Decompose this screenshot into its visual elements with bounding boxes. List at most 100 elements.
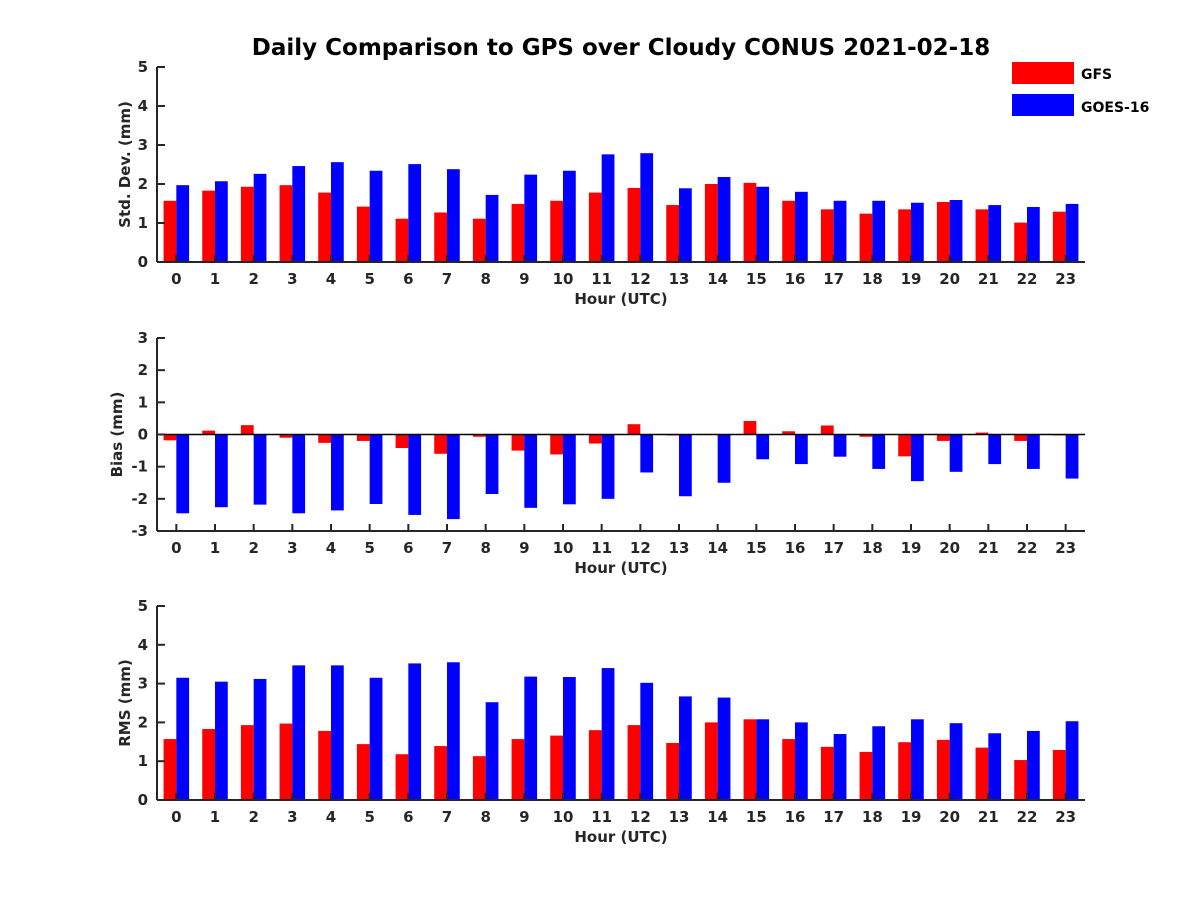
std-dev-x-tick-label: 4 [326, 270, 336, 288]
bias-bar-goes16-0 [176, 434, 190, 514]
bias-bar-gfs-0 [163, 434, 177, 441]
std-dev-bar-gfs-20 [936, 201, 950, 262]
bias-y-tick-label: -2 [131, 490, 148, 508]
bias-bar-gfs-5 [356, 434, 370, 441]
rms-bar-gfs-23 [1052, 749, 1066, 800]
std-dev-x-tick-label: 3 [287, 270, 297, 288]
bias-x-tick-label: 10 [553, 539, 574, 557]
rms-bar-goes16-0 [176, 677, 190, 800]
std-dev-bar-goes16-6 [408, 164, 422, 262]
rms-x-tick-label: 10 [553, 808, 574, 826]
bias-x-tick-label: 23 [1055, 539, 1076, 557]
std-dev-bar-goes16-11 [601, 154, 615, 262]
std-dev-x-tick-label: 19 [901, 270, 922, 288]
bias-bar-goes16-8 [485, 434, 499, 495]
std-dev-x-tick-label: 5 [364, 270, 374, 288]
std-dev-bar-goes16-21 [988, 205, 1002, 262]
rms-bar-goes16-13 [679, 696, 692, 800]
std-dev-bar-goes16-2 [253, 173, 267, 262]
std-dev-bar-gfs-19 [898, 209, 911, 262]
rms-x-tick-label: 8 [480, 808, 490, 826]
rms-x-tick-label: 3 [287, 808, 297, 826]
std-dev-x-tick-label: 0 [171, 270, 181, 288]
bias-bar-gfs-4 [318, 434, 331, 443]
std-dev-bar-gfs-22 [1014, 222, 1027, 262]
rms-x-tick-label: 16 [785, 808, 806, 826]
rms-bar-gfs-3 [279, 723, 293, 800]
rms-bar-gfs-0 [163, 739, 177, 800]
bias-x-tick-label: 1 [210, 539, 220, 557]
bias-bar-goes16-13 [679, 434, 692, 497]
rms-bar-goes16-22 [1027, 730, 1040, 800]
std-dev-bar-gfs-9 [511, 203, 525, 262]
std-dev-bar-goes16-7 [447, 169, 460, 262]
std-dev-x-tick-label: 23 [1055, 270, 1076, 288]
std-dev-bar-goes16-19 [911, 202, 924, 262]
std-dev-x-tick-label: 10 [553, 270, 574, 288]
bias-x-axis-label: Hour (UTC) [574, 559, 667, 577]
std-dev-bar-gfs-10 [550, 200, 563, 262]
rms-bar-goes16-14 [717, 697, 731, 800]
rms-bar-goes16-10 [563, 677, 576, 800]
std-dev-bar-goes16-8 [485, 194, 499, 262]
std-dev-x-axis-label: Hour (UTC) [574, 290, 667, 308]
std-dev-bar-gfs-6 [395, 218, 409, 262]
bias-bar-goes16-20 [949, 434, 963, 472]
rms-bar-goes16-21 [988, 733, 1002, 800]
bias-bar-goes16-21 [988, 434, 1002, 465]
bias-bar-gfs-17 [820, 425, 834, 435]
rms-bar-goes16-8 [485, 702, 499, 800]
rms-bar-goes16-15 [756, 719, 770, 800]
rms-bar-goes16-23 [1065, 721, 1079, 800]
rms-x-tick-label: 13 [669, 808, 690, 826]
bias-x-tick-label: 7 [442, 539, 452, 557]
rms-x-axis-label: Hour (UTC) [574, 828, 667, 846]
bias-x-tick-label: 22 [1017, 539, 1038, 557]
rms-bar-gfs-11 [588, 730, 602, 800]
std-dev-bar-goes16-20 [949, 199, 963, 262]
bias-bar-goes16-17 [833, 434, 847, 457]
rms-bar-gfs-21 [975, 747, 989, 800]
rms-bar-gfs-16 [782, 739, 795, 800]
bias-bar-gfs-21 [975, 432, 989, 435]
std-dev-x-tick-label: 2 [248, 270, 258, 288]
bias-x-tick-label: 18 [862, 539, 883, 557]
std-dev-bar-gfs-13 [666, 205, 679, 262]
std-dev-x-tick-label: 16 [785, 270, 806, 288]
rms-bar-gfs-13 [666, 742, 679, 800]
bias-y-tick-label: -3 [131, 522, 148, 540]
bias-y-axis-label: Bias (mm) [108, 392, 126, 478]
rms-bar-goes16-3 [292, 665, 306, 800]
std-dev-x-tick-label: 13 [669, 270, 690, 288]
std-dev-x-tick-label: 11 [591, 270, 612, 288]
bias-x-tick-label: 5 [364, 539, 374, 557]
bias-x-tick-label: 14 [707, 539, 728, 557]
bias-bar-gfs-1 [202, 430, 215, 435]
bias-x-tick-label: 0 [171, 539, 181, 557]
std-dev-bar-goes16-12 [640, 153, 654, 262]
std-dev-x-tick-label: 7 [442, 270, 452, 288]
rms-x-tick-label: 5 [364, 808, 374, 826]
bias-y-tick-label: 1 [138, 393, 148, 411]
std-dev-bar-gfs-23 [1052, 211, 1066, 262]
bias-bar-goes16-3 [292, 434, 306, 514]
std-dev-bar-goes16-5 [369, 170, 383, 262]
std-dev-bar-gfs-0 [163, 200, 177, 262]
std-dev-bar-gfs-12 [627, 187, 641, 262]
std-dev-y-axis-label: Std. Dev. (mm) [116, 101, 134, 228]
rms-bar-gfs-15 [743, 719, 757, 800]
bias-bar-goes16-19 [911, 434, 924, 482]
rms-bar-gfs-14 [704, 722, 718, 800]
figure-title: Daily Comparison to GPS over Cloudy CONU… [252, 35, 990, 61]
bias-bar-gfs-9 [511, 434, 525, 451]
bias-bar-gfs-3 [279, 434, 293, 438]
bias-y-tick-label: 0 [138, 426, 148, 444]
rms-bar-goes16-16 [795, 722, 808, 800]
rms-x-tick-label: 23 [1055, 808, 1076, 826]
rms-bar-goes16-11 [601, 668, 615, 800]
rms-bar-goes16-4 [331, 665, 344, 800]
std-dev-bar-gfs-14 [704, 184, 718, 262]
rms-bar-goes16-6 [408, 663, 422, 800]
rms-x-tick-label: 4 [326, 808, 336, 826]
